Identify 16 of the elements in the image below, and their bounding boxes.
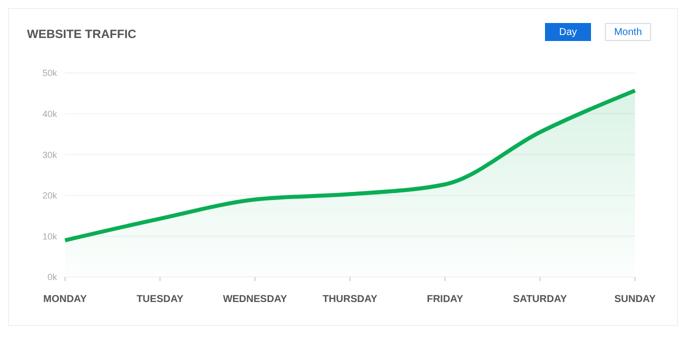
y-tick-label: 40k — [42, 108, 58, 119]
chart-title: WEBSITE TRAFFIC — [27, 27, 136, 41]
x-tick-label: FRIDAY — [426, 294, 464, 306]
text: Month — [605, 23, 651, 41]
y-tick-label: 20k — [42, 190, 58, 201]
y-tick-label: 10k — [42, 231, 58, 242]
y-tick-label: 0k — [47, 272, 58, 282]
x-tick-label: THURSDAY — [322, 294, 378, 306]
y-tick-label: 50k — [42, 68, 58, 78]
x-tick-label: SUNDAY — [614, 294, 656, 306]
x-tick-label: TUESDAY — [136, 294, 184, 306]
text: Day — [545, 23, 591, 41]
x-tick-label: WEDNESDAY — [222, 294, 288, 306]
x-tick-label: SATURDAY — [513, 294, 568, 306]
y-tick-label: 30k — [42, 150, 58, 160]
x-tick-label: MONDAY — [43, 294, 88, 306]
